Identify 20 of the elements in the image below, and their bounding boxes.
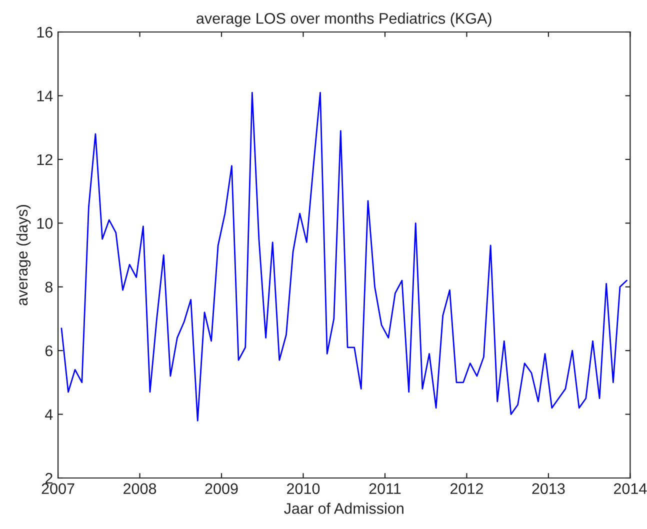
line-series (60, 92, 628, 422)
y-tick-label: 14 (37, 90, 53, 102)
x-tick-label: 2009 (205, 483, 238, 494)
y-tick-label: 6 (45, 345, 53, 356)
x-axis-title: Jaar of Admission (284, 502, 404, 514)
y-tick-label: 8 (45, 282, 53, 293)
y-tick-label: 2 (45, 472, 52, 484)
x-tick-label: 2007 (42, 483, 74, 494)
chart-title: average LOS over months Pediatrics (KGA) (196, 12, 492, 27)
x-tick-label: 2014 (614, 483, 647, 494)
y-tick-label: 10 (37, 218, 53, 229)
x-tick-label: 2012 (450, 483, 483, 494)
x-tick-label: 2011 (369, 483, 401, 494)
y-tick-label: 16 (37, 26, 53, 38)
y-axis-title: average (days) (16, 205, 31, 306)
x-tick-label: 2008 (124, 483, 156, 494)
y-tick-label: 12 (37, 154, 52, 165)
x-tick-label: 2013 (532, 483, 565, 494)
y-tick-label: 4 (45, 409, 53, 420)
x-tick-label: 2010 (287, 483, 320, 494)
